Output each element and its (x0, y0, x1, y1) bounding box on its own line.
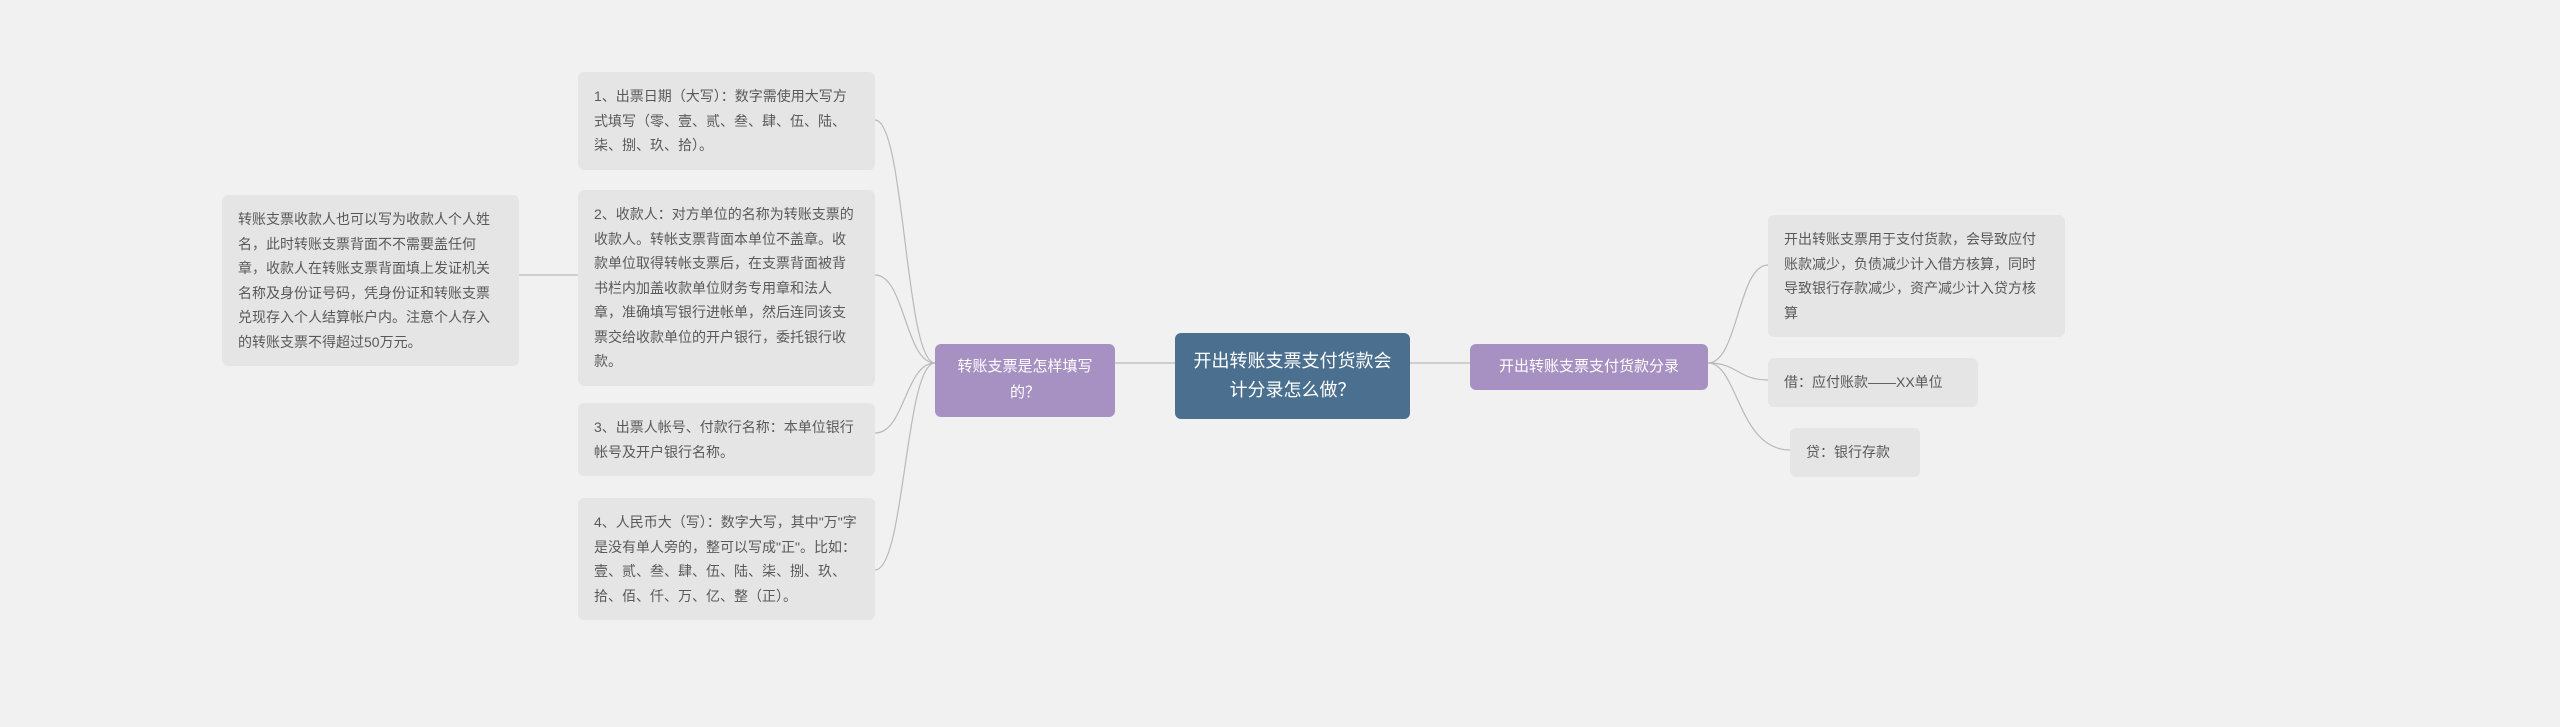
left-note: 转账支票收款人也可以写为收款人个人姓名，此时转账支票背面不不需要盖任何章，收款人… (222, 195, 519, 366)
left-branch-label: 转账支票是怎样填写的？ (957, 358, 1092, 401)
right-item-3-text: 贷：银行存款 (1806, 444, 1890, 460)
right-item-1-text: 开出转账支票用于支付货款，会导致应付账款减少，负债减少计入借方核算，同时导致银行… (1784, 231, 2036, 321)
left-item-3-text: 3、出票人帐号、付款行名称：本单位银行帐号及开户银行名称。 (594, 419, 854, 460)
right-branch-label: 开出转账支票支付货款分录 (1499, 358, 1679, 375)
left-note-text: 转账支票收款人也可以写为收款人个人姓名，此时转账支票背面不不需要盖任何章，收款人… (238, 211, 490, 350)
right-item-2-text: 借：应付账款——XX单位 (1784, 374, 1943, 390)
left-item-2-text: 2、收款人：对方单位的名称为转账支票的收款人。转帐支票背面本单位不盖章。收款单位… (594, 206, 854, 369)
left-item-2: 2、收款人：对方单位的名称为转账支票的收款人。转帐支票背面本单位不盖章。收款单位… (578, 190, 875, 386)
right-branch: 开出转账支票支付货款分录 (1470, 344, 1708, 390)
left-item-1: 1、出票日期（大写）：数字需使用大写方式填写（零、壹、贰、叁、肆、伍、陆、柒、捌… (578, 72, 875, 170)
left-item-1-text: 1、出票日期（大写）：数字需使用大写方式填写（零、壹、贰、叁、肆、伍、陆、柒、捌… (594, 88, 847, 153)
root-text: 开出转账支票支付货款会计分录怎么做？ (1194, 351, 1392, 400)
left-branch: 转账支票是怎样填写的？ (935, 344, 1115, 417)
left-item-3: 3、出票人帐号、付款行名称：本单位银行帐号及开户银行名称。 (578, 403, 875, 476)
mindmap-canvas: 开出转账支票支付货款会计分录怎么做？ 转账支票是怎样填写的？ 1、出票日期（大写… (0, 0, 2560, 727)
left-item-4: 4、人民币大（写）：数字大写，其中"万"字是没有单人旁的，整可以写成"正"。比如… (578, 498, 875, 620)
right-item-3: 贷：银行存款 (1790, 428, 1920, 477)
root-node: 开出转账支票支付货款会计分录怎么做？ (1175, 333, 1410, 419)
right-item-2: 借：应付账款——XX单位 (1768, 358, 1978, 407)
right-item-1: 开出转账支票用于支付货款，会导致应付账款减少，负债减少计入借方核算，同时导致银行… (1768, 215, 2065, 337)
left-item-4-text: 4、人民币大（写）：数字大写，其中"万"字是没有单人旁的，整可以写成"正"。比如… (594, 514, 857, 604)
